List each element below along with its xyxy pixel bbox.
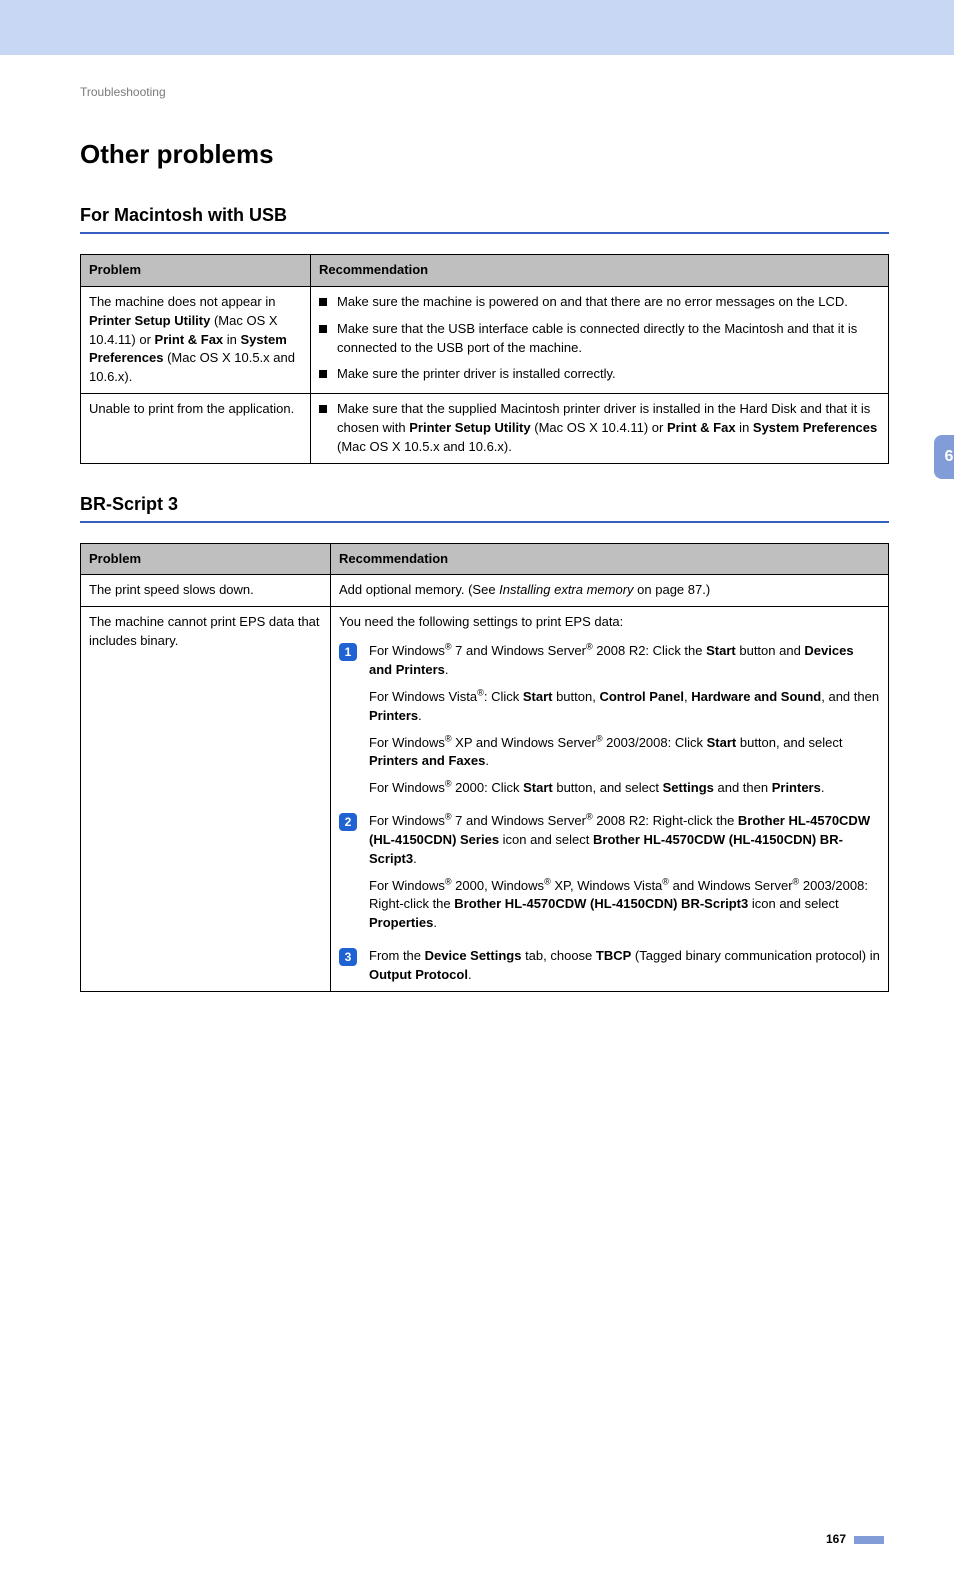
page-number: 167 — [826, 1532, 846, 1546]
bullet-icon — [319, 298, 327, 306]
cell-problem: The machine does not appear in Printer S… — [81, 286, 311, 393]
list-item: Make sure the printer driver is installe… — [319, 365, 880, 384]
table-header-row: Problem Recommendation — [81, 543, 889, 575]
page-content: 6 Troubleshooting Other problems For Mac… — [0, 55, 954, 1576]
step-1: 1 For Windows® 7 and Windows Server® 200… — [339, 642, 880, 798]
top-band — [0, 0, 954, 55]
th-problem: Problem — [81, 543, 331, 575]
breadcrumb: Troubleshooting — [80, 85, 889, 99]
list-item: Make sure that the supplied Macintosh pr… — [319, 400, 880, 457]
step-badge-icon: 1 — [339, 643, 357, 661]
section-rule — [80, 521, 889, 523]
bullet-icon — [319, 370, 327, 378]
table-row: The machine does not appear in Printer S… — [81, 286, 889, 393]
section-rule — [80, 232, 889, 234]
th-problem: Problem — [81, 255, 311, 287]
step-badge-icon: 2 — [339, 813, 357, 831]
th-recommendation: Recommendation — [311, 255, 889, 287]
step-2: 2 For Windows® 7 and Windows Server® 200… — [339, 812, 880, 933]
bullet-icon — [319, 325, 327, 333]
page-title: Other problems — [80, 139, 889, 170]
list-item: Make sure the machine is powered on and … — [319, 293, 880, 312]
step-para: From the Device Settings tab, choose TBC… — [369, 947, 880, 985]
chapter-tab: 6 — [934, 435, 954, 479]
table-brscript: Problem Recommendation The print speed s… — [80, 543, 889, 992]
step-para: For Windows® 7 and Windows Server® 2008 … — [369, 642, 880, 680]
bullet-icon — [319, 405, 327, 413]
cell-recommendation: You need the following settings to print… — [331, 607, 889, 992]
table-row: The print speed slows down. Add optional… — [81, 575, 889, 607]
section-title-macintosh: For Macintosh with USB — [80, 205, 889, 226]
table-macintosh: Problem Recommendation The machine does … — [80, 254, 889, 464]
th-recommendation: Recommendation — [331, 543, 889, 575]
intro-text: You need the following settings to print… — [339, 613, 880, 632]
list-item: Make sure that the USB interface cable i… — [319, 320, 880, 358]
step-badge-icon: 3 — [339, 948, 357, 966]
cell-problem: Unable to print from the application. — [81, 394, 311, 464]
step-para: For Windows® 7 and Windows Server® 2008 … — [369, 812, 880, 869]
cell-recommendation: Add optional memory. (See Installing ext… — [331, 575, 889, 607]
step-para: For Windows® 2000: Click Start button, a… — [369, 779, 880, 798]
table-header-row: Problem Recommendation — [81, 255, 889, 287]
step-para: For Windows® XP and Windows Server® 2003… — [369, 734, 880, 772]
step-para: For Windows® 2000, Windows® XP, Windows … — [369, 877, 880, 934]
step-3: 3 From the Device Settings tab, choose T… — [339, 947, 880, 985]
table-row: Unable to print from the application. Ma… — [81, 394, 889, 464]
cell-problem: The print speed slows down. — [81, 575, 331, 607]
cell-recommendation: Make sure the machine is powered on and … — [311, 286, 889, 393]
footer-bar-icon — [854, 1536, 884, 1544]
cell-problem: The machine cannot print EPS data that i… — [81, 607, 331, 992]
page-footer: 167 — [80, 1532, 889, 1546]
section-title-brscript: BR-Script 3 — [80, 494, 889, 515]
step-para: For Windows Vista®: Click Start button, … — [369, 688, 880, 726]
cell-recommendation: Make sure that the supplied Macintosh pr… — [311, 394, 889, 464]
table-row: The machine cannot print EPS data that i… — [81, 607, 889, 992]
